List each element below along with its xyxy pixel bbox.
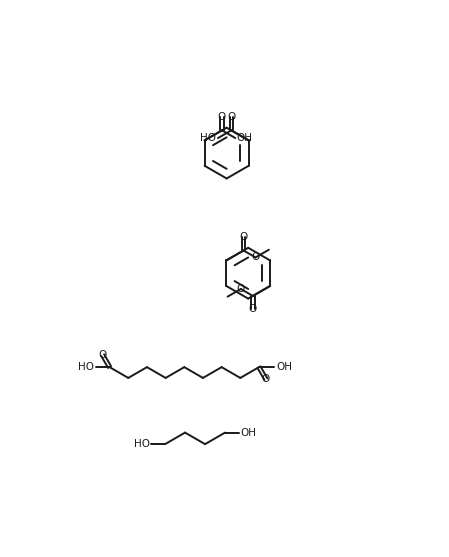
Text: O: O <box>262 374 270 384</box>
Text: O: O <box>237 284 245 294</box>
Text: HO: HO <box>78 362 94 372</box>
Text: O: O <box>239 232 248 242</box>
Text: HO: HO <box>200 133 216 143</box>
Text: HO: HO <box>134 439 150 449</box>
Text: O: O <box>251 252 260 262</box>
Text: O: O <box>98 350 107 360</box>
Text: O: O <box>218 113 226 123</box>
Text: OH: OH <box>276 362 292 372</box>
Text: O: O <box>227 113 235 123</box>
Text: OH: OH <box>241 428 256 438</box>
Text: O: O <box>249 304 257 314</box>
Text: OH: OH <box>237 133 253 143</box>
